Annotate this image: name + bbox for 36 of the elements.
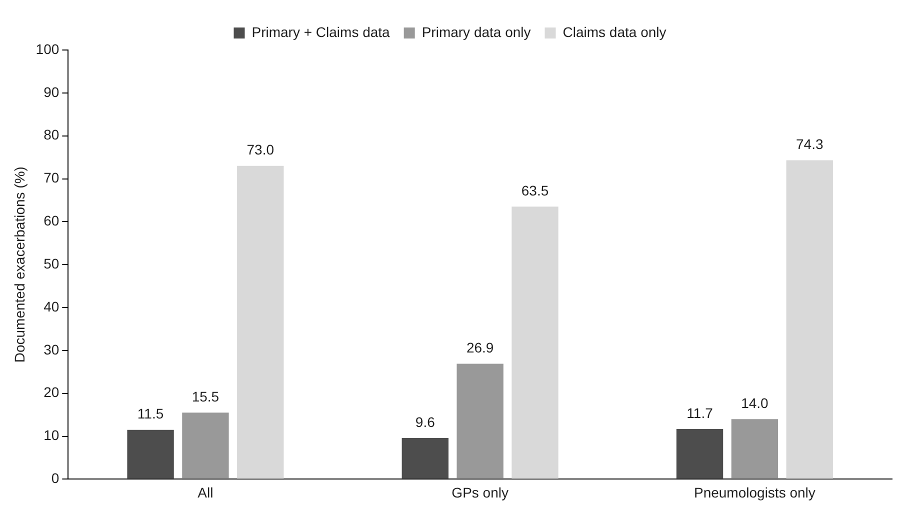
y-tick-label: 50 (44, 255, 60, 272)
bar (676, 428, 724, 479)
data-label: 15.5 (192, 388, 220, 405)
y-tick-label: 80 (44, 126, 60, 143)
data-label: 11.5 (137, 406, 164, 422)
y-tick-label: 0 (51, 470, 60, 486)
data-label: 9.6 (415, 414, 436, 430)
bar (456, 364, 504, 479)
data-label: 11.7 (686, 404, 714, 421)
y-axis-title: Documented exacerbations (%) (11, 166, 28, 363)
bar (237, 166, 284, 479)
y-tick-label: 40 (44, 298, 60, 314)
x-tick-label: All (198, 484, 214, 500)
bar (182, 412, 229, 479)
bar (731, 419, 778, 479)
y-tick-label: 20 (44, 384, 60, 400)
y-tick-label: 70 (44, 170, 60, 186)
legend-label: Primary data only (422, 24, 531, 40)
data-label: 74.3 (796, 136, 824, 152)
data-label: 63.5 (521, 182, 549, 199)
y-tick-label: 100 (36, 40, 60, 57)
y-tick-label: 30 (44, 341, 60, 358)
y-tick-label: 60 (44, 212, 60, 229)
legend-label: Claims data only (562, 24, 666, 40)
data-label: 14.0 (741, 394, 769, 411)
legend-label: Primary + Claims data (252, 24, 390, 40)
data-label: 26.9 (466, 340, 494, 356)
x-tick-label: Pneumologists only (694, 484, 816, 500)
data-label: 73.0 (246, 142, 274, 158)
y-tick-label: 90 (44, 84, 60, 100)
x-tick-label: GPs only (452, 484, 508, 500)
bar (127, 430, 174, 479)
bar (402, 438, 448, 479)
y-tick-label: 10 (44, 427, 60, 444)
bar (786, 160, 833, 479)
bar (512, 206, 558, 479)
